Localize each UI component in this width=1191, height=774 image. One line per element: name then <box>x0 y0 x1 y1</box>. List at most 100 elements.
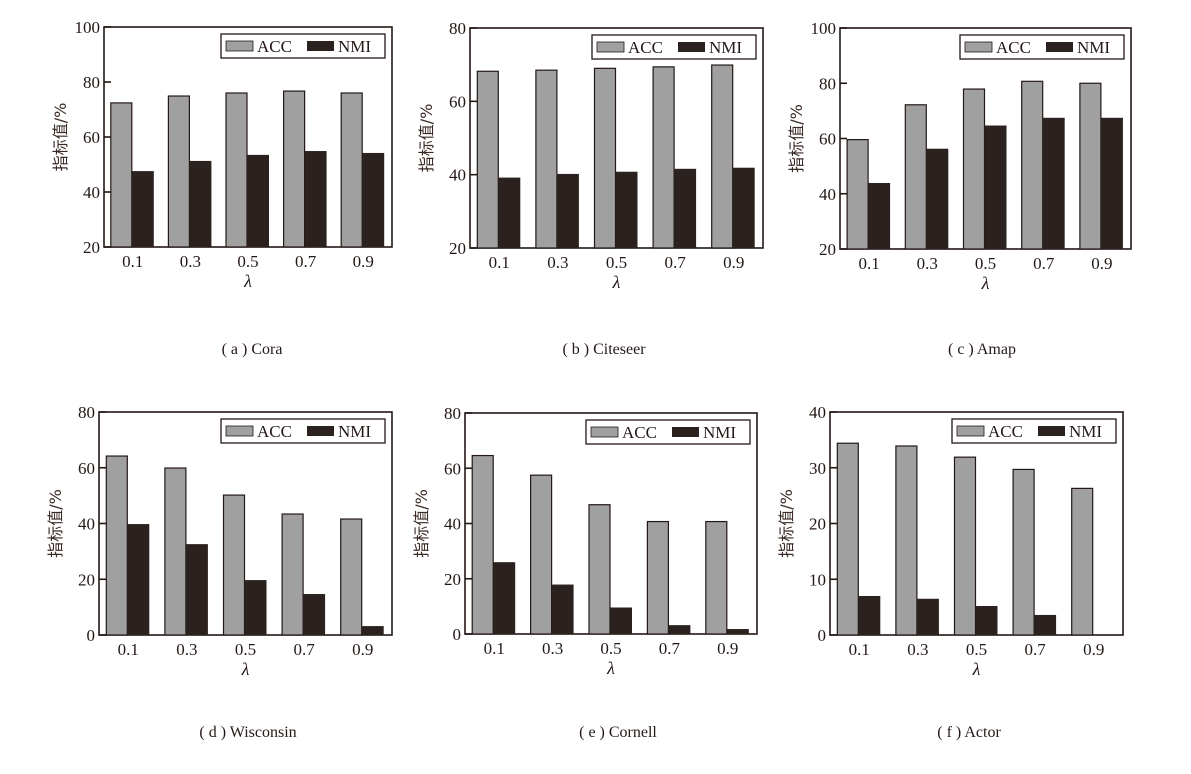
y-tick-label: 30 <box>809 459 826 478</box>
panel-caption: ( a ) Cora <box>222 341 283 358</box>
bar-nmi-0.9 <box>362 152 385 247</box>
y-tick-label: 60 <box>449 92 466 111</box>
legend-swatch-acc <box>225 40 254 52</box>
bar-acc-0.9 <box>705 520 728 635</box>
x-tick-label: 0.9 <box>352 640 373 659</box>
bar-nmi-0.5 <box>975 606 998 635</box>
y-tick-label: 0 <box>453 625 462 644</box>
legend-label-nmi: NMI <box>709 38 742 57</box>
x-tick-label: 0.1 <box>118 640 139 659</box>
x-tick-label: 0.3 <box>907 640 928 659</box>
bar-nmi-0.1 <box>127 524 150 635</box>
legend-label-nmi: NMI <box>338 422 371 441</box>
legend-swatch-nmi <box>307 426 334 436</box>
x-tick-label: 0.3 <box>180 252 201 271</box>
y-tick-label: 20 <box>83 238 100 257</box>
x-tick-label: 0.7 <box>659 639 681 658</box>
y-tick-label: 60 <box>444 459 461 478</box>
bar-acc-0.1 <box>846 139 869 250</box>
y-tick-label: 80 <box>78 403 95 422</box>
panel-caption: ( e ) Cornell <box>579 724 657 741</box>
y-axis-title: 指标值/% <box>787 104 806 173</box>
x-tick-label: 0.9 <box>717 639 738 658</box>
y-tick-label: 20 <box>449 239 466 258</box>
bar-acc-0.9 <box>711 64 734 249</box>
x-tick-label: 0.7 <box>295 252 317 271</box>
x-tick-label: 0.7 <box>1033 254 1055 273</box>
bar-acc-0.5 <box>593 67 617 249</box>
bar-acc-0.9 <box>340 518 363 636</box>
bar-nmi-0.5 <box>610 607 632 634</box>
bar-acc-0.9 <box>1071 487 1094 636</box>
bar-nmi-0.1 <box>493 562 516 634</box>
legend-swatch-nmi <box>307 41 334 51</box>
bar-acc-0.5 <box>222 494 246 636</box>
legend-swatch-nmi <box>1046 42 1073 52</box>
legend-label-nmi: NMI <box>703 423 736 442</box>
panel-caption: ( b ) Citeseer <box>562 341 646 358</box>
legend-swatch-acc <box>956 425 985 437</box>
bar-nmi-0.5 <box>244 580 267 635</box>
legend-swatch-acc <box>596 41 625 53</box>
y-tick-label: 40 <box>78 515 95 534</box>
bar-nmi-0.7 <box>1042 117 1065 249</box>
x-tick-label: 0.3 <box>542 639 563 658</box>
bar-nmi-0.3 <box>185 544 208 635</box>
bar-acc-0.3 <box>167 95 190 248</box>
bar-nmi-0.9 <box>1100 117 1123 249</box>
legend-label-nmi: NMI <box>338 37 371 56</box>
bar-acc-0.9 <box>340 92 363 248</box>
bar-nmi-0.7 <box>674 168 697 248</box>
x-tick-label: 0.7 <box>664 253 686 272</box>
bar-acc-0.1 <box>836 442 859 636</box>
x-axis-title: λ <box>612 272 621 292</box>
x-tick-label: 0.1 <box>849 640 870 659</box>
bar-nmi-0.9 <box>361 626 384 635</box>
legend-label-nmi: NMI <box>1069 422 1102 441</box>
x-tick-label: 0.9 <box>1083 640 1104 659</box>
y-tick-label: 20 <box>78 570 95 589</box>
legend-label-acc: ACC <box>988 422 1023 441</box>
legend-swatch-acc <box>964 41 993 53</box>
bar-nmi-0.5 <box>247 154 269 247</box>
x-tick-label: 0.3 <box>176 640 197 659</box>
bar-acc-0.3 <box>164 467 187 636</box>
y-tick-label: 20 <box>809 515 826 534</box>
y-tick-label: 40 <box>819 185 836 204</box>
y-tick-label: 80 <box>449 19 466 38</box>
bar-nmi-0.3 <box>916 598 939 635</box>
y-axis-title: 指标值/% <box>777 489 796 558</box>
legend: ACC NMI <box>585 419 751 445</box>
bar-nmi-0.3 <box>551 584 574 634</box>
legend-label-acc: ACC <box>622 423 657 442</box>
chart-panel-e: 0 20 40 60 80 指标值/% 0.1 0.3 0.5 0.7 0.9 λ ACC NMI ( e … <box>412 404 758 741</box>
bar-nmi-0.5 <box>615 171 638 248</box>
y-tick-label: 100 <box>811 19 837 38</box>
y-axis-title: 指标值/% <box>51 103 70 172</box>
x-axis-title: λ <box>972 659 981 679</box>
bar-nmi-0.1 <box>868 182 891 249</box>
bar-acc-0.3 <box>895 445 918 636</box>
x-axis-title: λ <box>606 658 615 678</box>
legend: ACC NMI <box>959 34 1125 60</box>
bar-acc-0.5 <box>225 92 248 248</box>
x-axis-title: λ <box>981 273 990 293</box>
bar-acc-0.7 <box>283 90 306 248</box>
chart-panel-a: 20 40 60 80 100 指标值/% 0.1 0.3 0.5 0.7 0.9 λ ACC NMI ( … <box>51 18 393 358</box>
bar-nmi-0.7 <box>303 594 326 635</box>
y-tick-label: 20 <box>444 570 461 589</box>
bar-acc-0.5 <box>962 88 986 250</box>
legend: ACC NMI <box>591 34 757 60</box>
bar-acc-0.1 <box>105 455 128 636</box>
y-tick-label: 0 <box>87 626 96 645</box>
y-tick-label: 80 <box>444 404 461 423</box>
x-tick-label: 0.5 <box>237 252 258 271</box>
legend-swatch-nmi <box>1038 426 1065 436</box>
legend-swatch-acc <box>225 425 254 437</box>
legend-swatch-nmi <box>672 427 699 437</box>
x-tick-label: 0.9 <box>723 253 744 272</box>
y-tick-label: 10 <box>809 570 826 589</box>
x-tick-label: 0.1 <box>484 639 505 658</box>
bar-acc-0.7 <box>652 66 675 249</box>
x-tick-label: 0.3 <box>547 253 568 272</box>
